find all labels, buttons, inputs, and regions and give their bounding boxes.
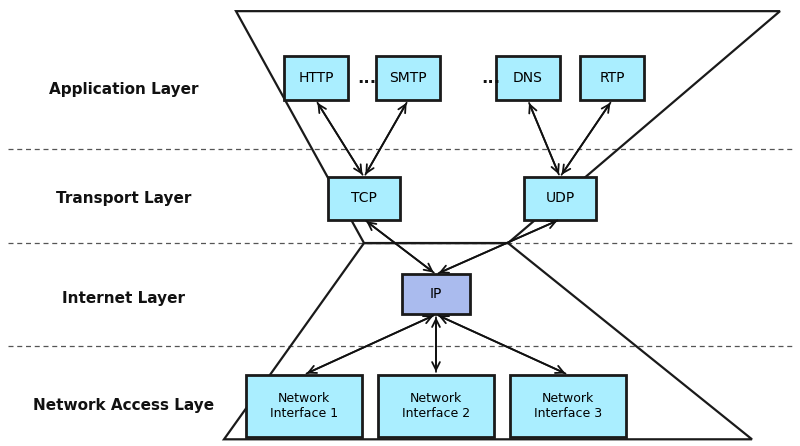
Text: Network
Interface 1: Network Interface 1 [270,392,338,420]
Text: IP: IP [430,287,442,301]
Text: DNS: DNS [513,71,543,85]
Text: Network
Interface 3: Network Interface 3 [534,392,602,420]
Text: UDP: UDP [546,191,574,206]
Text: ...: ... [482,69,501,87]
FancyBboxPatch shape [328,177,400,219]
Text: RTP: RTP [599,71,625,85]
Text: TCP: TCP [351,191,377,206]
Text: Internet Layer: Internet Layer [62,291,186,306]
Text: Network
Interface 2: Network Interface 2 [402,392,470,420]
FancyBboxPatch shape [524,177,596,219]
FancyBboxPatch shape [402,274,470,314]
FancyBboxPatch shape [510,375,626,437]
FancyBboxPatch shape [378,375,494,437]
FancyBboxPatch shape [580,56,644,100]
FancyBboxPatch shape [246,375,362,437]
Text: SMTP: SMTP [389,71,427,85]
Text: Network Access Laye: Network Access Laye [34,398,214,413]
FancyBboxPatch shape [496,56,560,100]
FancyBboxPatch shape [376,56,440,100]
Text: HTTP: HTTP [298,71,334,85]
FancyBboxPatch shape [284,56,348,100]
Text: Application Layer: Application Layer [50,82,198,97]
Text: Transport Layer: Transport Layer [56,191,192,206]
Text: ...: ... [358,69,377,87]
